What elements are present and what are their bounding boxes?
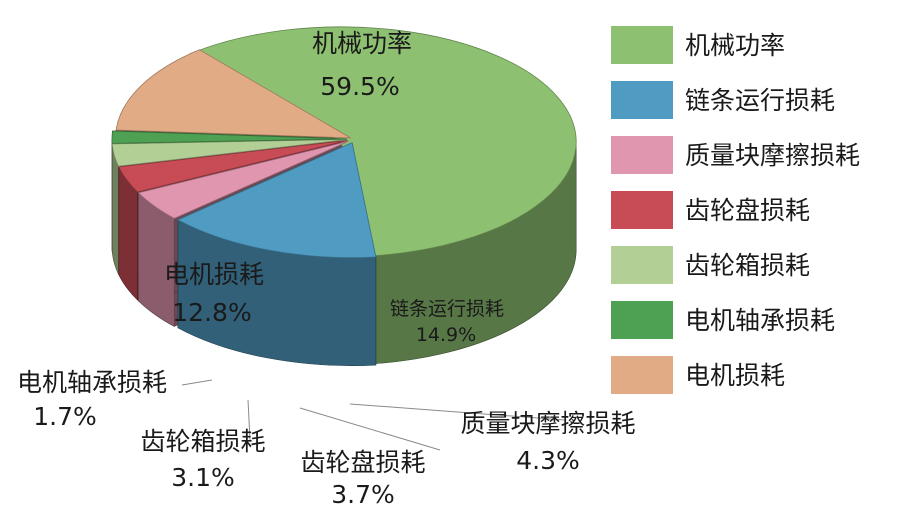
legend-label: 电机轴承损耗 bbox=[685, 306, 835, 335]
legend-label: 机械功率 bbox=[685, 31, 785, 60]
legend-swatch bbox=[611, 191, 673, 229]
data-label-value: 3.7% bbox=[331, 480, 395, 506]
data-label-value: 3.1% bbox=[171, 463, 235, 492]
legend-label: 质量块摩擦损耗 bbox=[685, 141, 860, 170]
legend-swatch bbox=[611, 246, 673, 284]
data-label-name: 齿轮盘损耗 bbox=[300, 448, 425, 477]
data-label-name: 电机损耗 bbox=[164, 260, 264, 289]
pie-slice-6 bbox=[111, 130, 348, 144]
legend-label: 电机损耗 bbox=[685, 361, 785, 390]
leader-line bbox=[299, 407, 441, 451]
legend-swatch bbox=[611, 26, 673, 64]
data-label-name: 机械功率 bbox=[312, 29, 412, 58]
legend-swatch bbox=[611, 301, 673, 339]
legend-swatch bbox=[611, 136, 673, 174]
pie-slice-1 bbox=[189, 26, 577, 257]
leader-line bbox=[349, 403, 566, 421]
data-labels: 机械功率 59.5% 链条运行损耗 14.9% 质量块摩擦损耗 4.3% 齿轮盘损耗 3.7%… bbox=[17, 29, 636, 506]
legend-swatch bbox=[611, 81, 673, 119]
data-label-value: 4.3% bbox=[516, 446, 580, 475]
pie-slice-4 bbox=[118, 139, 348, 193]
leader-line bbox=[247, 399, 251, 441]
data-label-value: 14.9% bbox=[416, 324, 476, 346]
leader-lines bbox=[181, 379, 566, 451]
pie-slice-2 bbox=[177, 142, 377, 259]
data-label-value: 59.5% bbox=[320, 72, 399, 101]
data-label-name: 齿轮箱损耗 bbox=[140, 427, 265, 456]
data-label-name: 电机轴承损耗 bbox=[17, 368, 167, 397]
legend-swatch bbox=[611, 356, 673, 394]
data-label-name: 质量块摩擦损耗 bbox=[460, 409, 635, 438]
data-label-value: 12.8% bbox=[172, 298, 251, 327]
leader-line bbox=[181, 379, 213, 386]
legend-label: 齿轮盘损耗 bbox=[685, 196, 810, 225]
data-label-value: 1.7% bbox=[33, 402, 97, 431]
pie-slice-7 bbox=[115, 49, 351, 139]
pie-slice-3 bbox=[137, 140, 349, 219]
legend-label: 链条运行损耗 bbox=[685, 86, 835, 115]
legend-label: 齿轮箱损耗 bbox=[685, 251, 810, 280]
data-label-name: 链条运行损耗 bbox=[390, 298, 504, 320]
pie-tops bbox=[111, 26, 577, 259]
pie-slice-5 bbox=[111, 139, 348, 167]
